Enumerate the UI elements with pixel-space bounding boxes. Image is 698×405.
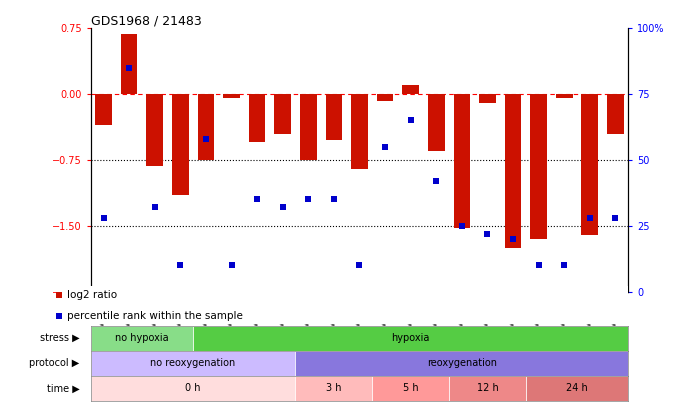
Text: protocol ▶: protocol ▶ [29, 358, 80, 368]
Bar [530, 94, 547, 239]
Bar [147, 94, 163, 166]
Bar [351, 94, 368, 169]
Text: time ▶: time ▶ [47, 384, 80, 393]
Bar [274, 94, 291, 134]
Bar [91, 376, 295, 401]
Bar [193, 326, 628, 351]
Bar [607, 94, 624, 134]
Text: GDS1968 / 21483: GDS1968 / 21483 [91, 14, 202, 27]
Text: log2 ratio: log2 ratio [67, 290, 117, 301]
Bar [121, 34, 138, 94]
Bar [300, 94, 317, 160]
Bar [295, 351, 628, 376]
Bar [91, 351, 295, 376]
Bar [91, 326, 193, 351]
Text: 0 h: 0 h [186, 384, 201, 393]
Bar [526, 376, 628, 401]
Bar [428, 94, 445, 151]
Bar [198, 94, 214, 160]
Bar [449, 376, 526, 401]
Text: hypoxia: hypoxia [392, 333, 430, 343]
Bar [372, 376, 449, 401]
Bar [556, 94, 572, 98]
Text: 24 h: 24 h [566, 384, 588, 393]
Text: 12 h: 12 h [477, 384, 498, 393]
Text: reoxygenation: reoxygenation [427, 358, 497, 368]
Text: 3 h: 3 h [326, 384, 341, 393]
Bar [325, 94, 342, 140]
Bar [505, 94, 521, 248]
Text: no reoxygenation: no reoxygenation [151, 358, 236, 368]
Bar [248, 94, 265, 143]
Bar [454, 94, 470, 228]
Bar [402, 85, 419, 94]
Bar [95, 94, 112, 125]
Bar [295, 376, 372, 401]
Text: stress ▶: stress ▶ [40, 333, 80, 343]
Bar [377, 94, 394, 101]
Bar [223, 94, 240, 98]
Bar [581, 94, 598, 234]
Text: 5 h: 5 h [403, 384, 419, 393]
Text: no hypoxia: no hypoxia [115, 333, 169, 343]
Bar [172, 94, 188, 195]
Bar [479, 94, 496, 103]
Text: percentile rank within the sample: percentile rank within the sample [67, 311, 243, 321]
